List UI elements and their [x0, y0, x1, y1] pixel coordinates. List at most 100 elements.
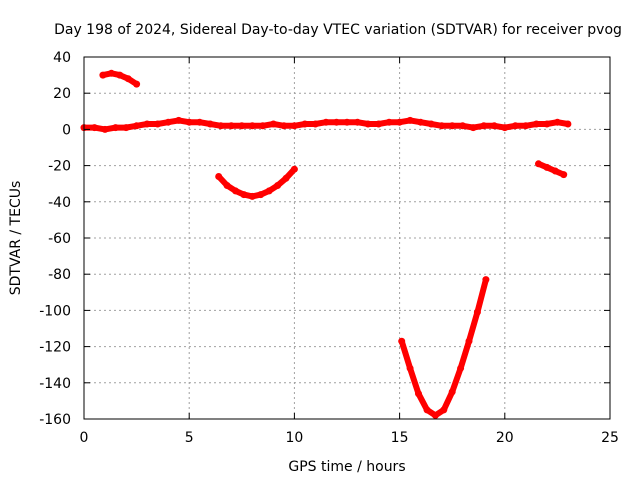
data-point: [282, 174, 290, 182]
data-point: [133, 80, 141, 88]
data-point: [238, 122, 246, 130]
data-point: [343, 118, 351, 126]
data-point: [465, 337, 473, 345]
data-point: [480, 122, 488, 130]
data-point: [511, 122, 519, 130]
y-axis-label: SDTVAR / TECUs: [8, 181, 24, 296]
x-tick-label: 0: [80, 430, 89, 446]
data-point: [274, 182, 282, 189]
data-point: [227, 122, 235, 130]
data-point: [215, 173, 223, 180]
data-point: [259, 122, 267, 130]
data-point: [543, 163, 551, 171]
data-point: [354, 118, 361, 126]
data-point: [415, 390, 422, 398]
data-point: [164, 118, 172, 126]
data-point: [223, 182, 231, 189]
y-tick-label: 40: [53, 50, 71, 66]
data-point: [257, 191, 265, 199]
data-point: [175, 116, 183, 124]
x-tick-label: 10: [285, 430, 303, 446]
data-point: [143, 120, 151, 128]
data-point: [457, 364, 465, 372]
series-arc-4: [535, 160, 567, 178]
data-point: [107, 69, 115, 77]
data-point: [322, 118, 330, 126]
data-point: [122, 124, 130, 132]
data-point: [396, 118, 404, 126]
data-point: [385, 118, 393, 126]
data-point: [311, 120, 319, 128]
y-tick-label: -120: [39, 340, 71, 356]
data-point: [364, 120, 372, 128]
data-point: [406, 364, 414, 372]
data-point: [112, 124, 120, 132]
data-point: [333, 118, 340, 126]
data-point: [290, 122, 298, 130]
data-point: [522, 122, 530, 130]
data-point: [301, 120, 309, 128]
data-point: [196, 118, 204, 126]
y-tick-label: -60: [48, 231, 71, 247]
data-point: [438, 122, 446, 130]
series-arc-2: [215, 166, 298, 200]
data-point: [564, 120, 572, 128]
y-tick-label: -100: [39, 303, 71, 319]
x-tick-label: 15: [391, 430, 409, 446]
data-point: [101, 125, 109, 133]
data-point: [448, 122, 456, 130]
data-point: [427, 120, 435, 128]
data-series: [80, 69, 572, 419]
data-point: [431, 411, 439, 419]
data-point: [532, 120, 540, 128]
y-tick-label: -40: [48, 195, 71, 211]
ticks: 0 5 10 15 20 25 40 20 0 -20 -40 -60 -80 -100 -120 -140 -…: [39, 50, 619, 446]
data-point: [290, 165, 298, 173]
chart-title: Day 198 of 2024, Sidereal Day-to-day VTE…: [54, 22, 622, 38]
y-tick-label: -140: [39, 376, 71, 392]
data-point: [459, 122, 467, 130]
data-point: [124, 75, 132, 83]
data-point: [240, 191, 248, 199]
data-point: [490, 122, 498, 130]
data-point: [265, 187, 273, 195]
data-point: [269, 120, 277, 128]
x-tick-label: 20: [496, 430, 514, 446]
plot-frame: [83, 56, 611, 420]
data-point: [473, 308, 481, 316]
data-point: [185, 118, 193, 126]
data-point: [543, 120, 551, 128]
data-point: [553, 118, 561, 126]
data-point: [551, 167, 559, 175]
series-arc-3: [398, 276, 489, 419]
y-tick-label: -160: [39, 412, 71, 428]
data-point: [99, 71, 107, 79]
data-point: [406, 116, 414, 124]
x-tick-label: 25: [601, 430, 619, 446]
data-point: [398, 337, 406, 345]
data-point: [535, 160, 542, 168]
data-point: [232, 187, 239, 195]
data-point: [423, 406, 431, 414]
y-tick-label: -80: [48, 267, 71, 283]
data-point: [206, 120, 214, 128]
data-point: [248, 192, 256, 200]
y-tick-label: 20: [53, 86, 71, 102]
y-tick-label: 0: [62, 122, 71, 138]
x-tick-label: 5: [185, 430, 194, 446]
data-point: [560, 171, 568, 179]
data-point: [469, 124, 477, 132]
data-point: [375, 120, 383, 128]
y-tick-label: -20: [48, 159, 71, 175]
data-point: [91, 124, 98, 132]
data-point: [217, 122, 225, 130]
data-point: [133, 122, 141, 130]
data-point: [280, 122, 288, 130]
grid: [84, 57, 610, 419]
x-axis-label: GPS time / hours: [288, 459, 405, 475]
data-point: [482, 276, 490, 284]
data-point: [417, 118, 425, 126]
data-point: [448, 388, 456, 396]
data-point: [248, 122, 256, 130]
